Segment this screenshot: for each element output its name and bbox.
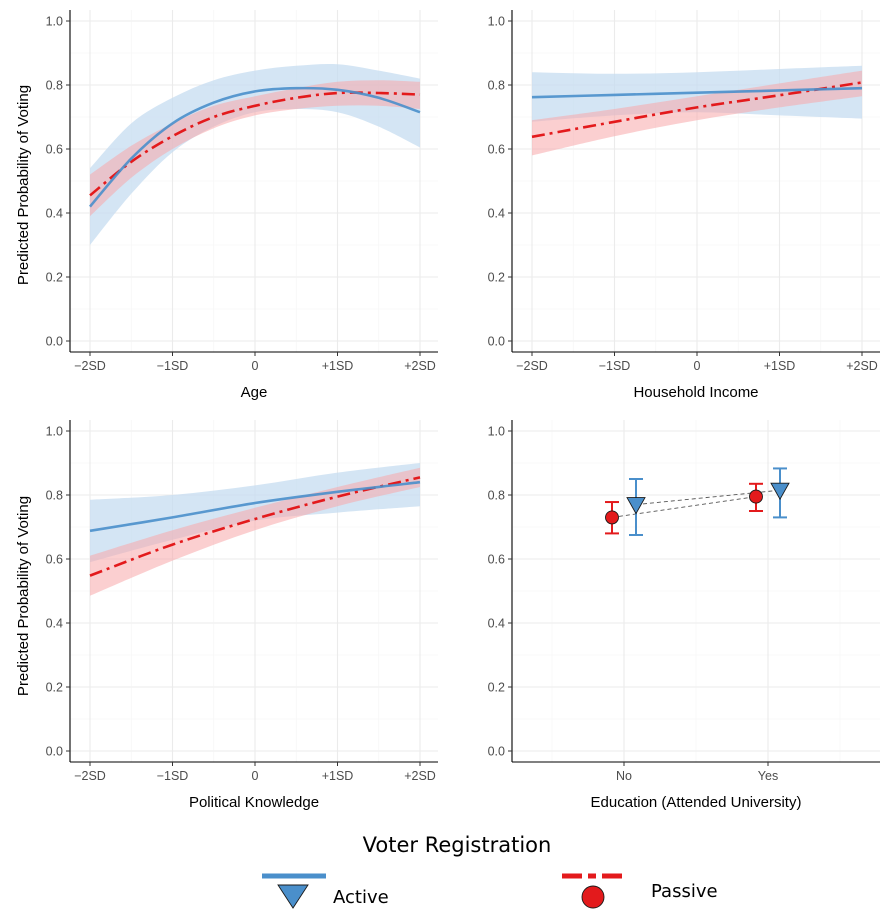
x-tick-label: 0 bbox=[252, 359, 259, 373]
x-tick-label: No bbox=[616, 769, 632, 783]
y-tick-label: 0.4 bbox=[488, 617, 505, 631]
y-tick-label: 0.6 bbox=[488, 143, 505, 157]
legend-label-active: Active bbox=[333, 887, 389, 908]
panel-top-left: 0.0 0.2 0.4 0.6 0.8 1.0 −2SD −1SD 0 +1SD +2SD Age Pr… bbox=[15, 10, 438, 401]
point-passive bbox=[749, 489, 763, 504]
x-tick-label: −1SD bbox=[157, 769, 189, 783]
y-tick-label: 0.2 bbox=[488, 271, 505, 285]
ci-band-active bbox=[90, 63, 420, 245]
x-axis-title: Household Income bbox=[633, 384, 758, 401]
x-tick-label: −1SD bbox=[157, 359, 189, 373]
series-line-passive bbox=[531, 81, 863, 139]
series-line-active bbox=[89, 86, 421, 208]
x-axis-title: Age bbox=[241, 384, 268, 401]
y-tick-label: 0.6 bbox=[46, 143, 63, 157]
ci-band-passive bbox=[90, 467, 420, 596]
data-layer bbox=[89, 63, 421, 245]
gridlines bbox=[512, 10, 880, 352]
y-tick-label: 0.0 bbox=[488, 745, 505, 759]
y-tick-label: 1.0 bbox=[46, 425, 63, 439]
panel-top-right: 0.0 0.2 0.4 0.6 0.8 1.0 −2SD −1SD 0 +1SD +2SD House… bbox=[488, 10, 880, 401]
data-layer bbox=[89, 463, 421, 596]
y-tick-label: 0.8 bbox=[488, 79, 505, 93]
legend-label-passive: Passive bbox=[651, 881, 718, 902]
y-tick-label: 0.8 bbox=[46, 79, 63, 93]
point-active bbox=[626, 497, 646, 515]
x-tick-label: +1SD bbox=[764, 359, 796, 373]
point-passive bbox=[605, 510, 619, 525]
y-tick-label: 0.4 bbox=[46, 617, 63, 631]
x-tick-label: 0 bbox=[694, 359, 701, 373]
x-axis-title: Political Knowledge bbox=[189, 794, 319, 811]
y-tick-label: 1.0 bbox=[488, 425, 505, 439]
panel-bottom-right: 0.0 0.2 0.4 0.6 0.8 1.0 No Yes Education (Attend… bbox=[488, 420, 880, 811]
y-tick-label: 1.0 bbox=[46, 15, 63, 29]
series-line-passive bbox=[89, 91, 421, 197]
panel-bottom-left: 0.0 0.2 0.4 0.6 0.8 1.0 −2SD −1SD 0 +1SD +2SD Polit… bbox=[15, 420, 438, 811]
x-tick-label: −2SD bbox=[516, 359, 548, 373]
y-tick-label: 0.8 bbox=[46, 489, 63, 503]
x-tick-label: +2SD bbox=[404, 359, 436, 373]
x-axis-title: Education (Attended University) bbox=[591, 794, 802, 811]
legend: Voter Registration Active Passive bbox=[262, 833, 718, 909]
gridlines bbox=[512, 420, 880, 762]
x-tick-label: +2SD bbox=[846, 359, 878, 373]
data-layer bbox=[605, 467, 790, 536]
x-tick-label: +1SD bbox=[322, 769, 354, 783]
legend-item-active: Active bbox=[262, 873, 389, 909]
ci-band-passive bbox=[532, 70, 862, 156]
legend-marker-passive bbox=[581, 885, 605, 909]
x-tick-label: +1SD bbox=[322, 359, 354, 373]
y-tick-label: 1.0 bbox=[488, 15, 505, 29]
x-tick-label: +2SD bbox=[404, 769, 436, 783]
x-tick-label: 0 bbox=[252, 769, 259, 783]
y-tick-label: 0.4 bbox=[46, 207, 63, 221]
series-line-passive bbox=[89, 476, 421, 577]
x-tick-label: −2SD bbox=[74, 359, 106, 373]
series-line-active bbox=[531, 86, 863, 99]
legend-title: Voter Registration bbox=[363, 833, 552, 857]
y-tick-label: 0.6 bbox=[488, 553, 505, 567]
x-tick-label: Yes bbox=[758, 769, 778, 783]
legend-item-passive: Passive bbox=[562, 873, 718, 909]
y-tick-label: 0.6 bbox=[46, 553, 63, 567]
y-tick-label: 0.8 bbox=[488, 489, 505, 503]
x-tick-label: −2SD bbox=[74, 769, 106, 783]
data-layer bbox=[531, 65, 863, 156]
x-tick-label: −1SD bbox=[599, 359, 631, 373]
point-active bbox=[770, 482, 790, 501]
y-tick-label: 0.0 bbox=[46, 335, 63, 349]
y-tick-label: 0.4 bbox=[488, 207, 505, 221]
y-tick-label: 0.2 bbox=[488, 681, 505, 695]
y-tick-label: 0.0 bbox=[46, 745, 63, 759]
series-line-active bbox=[89, 480, 421, 533]
y-tick-label: 0.2 bbox=[46, 271, 63, 285]
y-axis-title: Predicted Probability of Voting bbox=[15, 85, 32, 285]
legend-marker-active bbox=[277, 884, 309, 909]
y-axis-title: Predicted Probability of Voting bbox=[15, 496, 32, 696]
y-tick-label: 0.2 bbox=[46, 681, 63, 695]
y-tick-label: 0.0 bbox=[488, 335, 505, 349]
